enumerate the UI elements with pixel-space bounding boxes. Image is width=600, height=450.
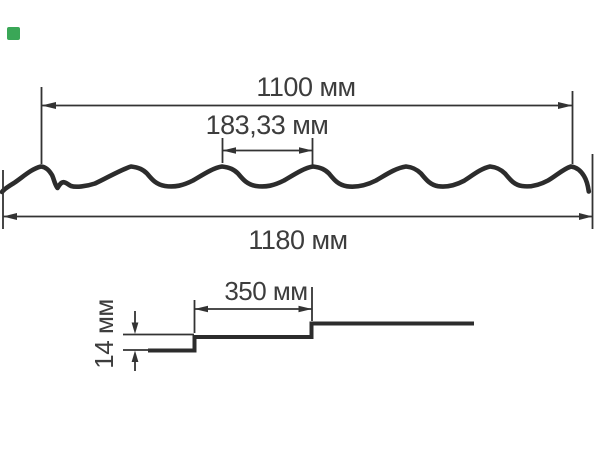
label-step-height: 14 мм — [89, 299, 119, 369]
arrowhead-right-icon — [299, 147, 313, 154]
arrowhead-left-icon — [222, 147, 236, 154]
arrowhead-right-icon — [298, 305, 312, 313]
label-wave-pitch: 183,33 мм — [205, 110, 329, 140]
arrowhead-right-icon — [579, 213, 593, 220]
green-marker-square — [7, 27, 20, 40]
arrowhead-left-icon — [3, 213, 17, 220]
arrowhead-left-icon — [41, 102, 56, 109]
dim-wave-pitch — [221, 138, 314, 165]
label-module-length: 350 мм — [224, 276, 308, 306]
dim-overall-width — [2, 154, 594, 229]
dim-step-height — [123, 311, 194, 371]
label-overall-width: 1180 мм — [248, 225, 348, 255]
arrowhead-up-icon — [131, 350, 139, 362]
dim-cover-width — [40, 87, 574, 164]
arrowhead-right-icon — [558, 102, 573, 109]
wave-profile-path — [0, 164, 592, 195]
label-cover-width: 1100 мм — [256, 72, 356, 102]
step-profile-path — [148, 321, 474, 353]
arrowhead-left-icon — [194, 305, 208, 313]
dim-module-length — [193, 287, 313, 333]
arrowhead-down-icon — [131, 322, 139, 334]
